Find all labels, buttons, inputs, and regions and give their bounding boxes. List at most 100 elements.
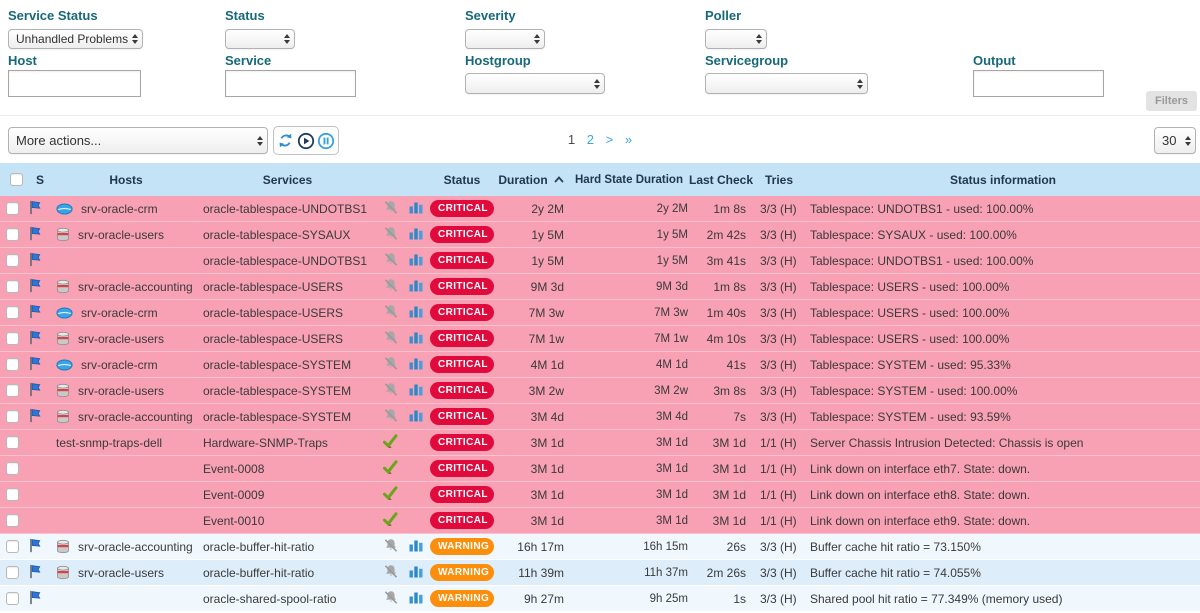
page-size-select[interactable]: 30: [1154, 127, 1196, 154]
service-link[interactable]: oracle-tablespace-USERS: [203, 305, 344, 320]
host-link[interactable]: srv-oracle-crm: [81, 357, 158, 372]
duration-cell: 3M 1d: [530, 435, 564, 450]
host-link[interactable]: srv-oracle-crm: [81, 201, 158, 216]
row-checkbox[interactable]: [6, 514, 19, 527]
bar-chart-icon[interactable]: [409, 539, 424, 555]
service-link[interactable]: Event-0009: [203, 487, 265, 502]
host-link[interactable]: srv-oracle-users: [78, 331, 165, 346]
status-information-cell: Tablespace: UNDOTBS1 - used: 100.00%: [810, 253, 1034, 268]
service-input[interactable]: [225, 70, 356, 97]
service-link[interactable]: oracle-tablespace-UNDOTBS1: [203, 201, 368, 216]
page-next-link[interactable]: >: [605, 132, 614, 147]
row-checkbox[interactable]: [6, 488, 19, 501]
host-link[interactable]: srv-oracle-crm: [81, 305, 158, 320]
service-status-select[interactable]: Unhandled Problems: [8, 29, 143, 49]
host-link[interactable]: srv-oracle-accounting: [78, 409, 193, 424]
bar-chart-icon[interactable]: [409, 565, 424, 581]
bar-chart-icon[interactable]: [409, 591, 424, 607]
row-checkbox[interactable]: [6, 436, 19, 449]
play-icon[interactable]: [297, 132, 315, 150]
bar-chart-icon[interactable]: [409, 279, 424, 295]
service-link[interactable]: oracle-tablespace-SYSTEM: [203, 357, 352, 372]
bar-chart-icon[interactable]: [409, 253, 424, 269]
up-down-arrows-icon: [534, 34, 540, 44]
host-link[interactable]: srv-oracle-users: [78, 227, 165, 242]
header-tries[interactable]: Tries: [764, 172, 794, 187]
service-link[interactable]: oracle-buffer-hit-ratio: [203, 565, 315, 580]
service-link[interactable]: oracle-tablespace-SYSAUX: [203, 227, 351, 242]
output-input[interactable]: [973, 70, 1104, 97]
flag-icon: [28, 330, 41, 348]
row-checkbox[interactable]: [6, 202, 19, 215]
table-row: srv-oracle-accounting oracle-tablespace-…: [0, 274, 1200, 300]
hard-state-duration-cell: 7M 3w: [654, 306, 688, 319]
header-status[interactable]: Status: [443, 172, 481, 187]
last-check-cell: 2m 42s: [706, 227, 746, 242]
pause-icon[interactable]: [317, 132, 335, 150]
header-duration[interactable]: Duration: [494, 173, 568, 187]
header-services[interactable]: Services: [262, 172, 313, 187]
row-checkbox[interactable]: [6, 358, 19, 371]
host-link[interactable]: srv-oracle-users: [78, 383, 165, 398]
select-all-checkbox[interactable]: [9, 173, 23, 186]
servicegroup-select[interactable]: [705, 73, 868, 94]
host-link[interactable]: srv-oracle-accounting: [78, 539, 193, 554]
bell-muted-icon: [383, 278, 399, 296]
row-checkbox[interactable]: [6, 306, 19, 319]
host-link[interactable]: srv-oracle-users: [78, 565, 165, 580]
header-s[interactable]: S: [35, 172, 44, 187]
host-link[interactable]: test-snmp-traps-dell: [56, 435, 163, 450]
service-link[interactable]: oracle-tablespace-USERS: [203, 331, 344, 346]
service-link[interactable]: Hardware-SNMP-Traps: [203, 435, 328, 450]
bell-muted-icon: [383, 304, 399, 322]
service-link[interactable]: oracle-tablespace-USERS: [203, 279, 344, 294]
page-last-link[interactable]: »: [624, 132, 633, 147]
status-select[interactable]: [225, 29, 295, 49]
status-badge: WARNING: [430, 564, 494, 581]
service-link[interactable]: oracle-tablespace-SYSTEM: [203, 409, 352, 424]
duration-cell: 7M 3w: [528, 305, 564, 320]
bar-chart-icon[interactable]: [409, 409, 424, 425]
severity-select[interactable]: [465, 29, 545, 49]
row-checkbox[interactable]: [6, 566, 19, 579]
more-actions-select[interactable]: More actions...: [8, 127, 268, 154]
bar-chart-icon[interactable]: [409, 227, 424, 243]
header-last-check[interactable]: Last Check: [688, 172, 754, 187]
bar-chart-icon[interactable]: [409, 305, 424, 321]
row-checkbox[interactable]: [6, 462, 19, 475]
bar-chart-icon[interactable]: [409, 383, 424, 399]
poller-select[interactable]: [705, 29, 767, 49]
row-checkbox[interactable]: [6, 384, 19, 397]
host-link[interactable]: srv-oracle-accounting: [78, 279, 193, 294]
service-link[interactable]: oracle-buffer-hit-ratio: [203, 539, 315, 554]
host-icon: [56, 279, 70, 294]
host-input[interactable]: [8, 70, 141, 97]
bar-chart-icon[interactable]: [409, 357, 424, 373]
page-2-link[interactable]: 2: [586, 132, 594, 147]
row-checkbox[interactable]: [6, 410, 19, 423]
service-link[interactable]: oracle-tablespace-UNDOTBS1: [203, 253, 368, 268]
flag-icon: [28, 252, 41, 270]
bell-muted-icon: [383, 564, 399, 582]
bar-chart-icon[interactable]: [409, 201, 424, 217]
hostgroup-select[interactable]: [465, 73, 605, 94]
tries-cell: 3/3 (H): [760, 331, 797, 346]
status-badge: CRITICAL: [430, 356, 494, 373]
header-hard-state-duration[interactable]: Hard State Duration: [575, 173, 683, 186]
service-link[interactable]: Event-0010: [203, 513, 265, 528]
row-checkbox[interactable]: [6, 280, 19, 293]
service-link[interactable]: oracle-shared-spool-ratio: [203, 591, 337, 606]
refresh-icon[interactable]: [277, 132, 294, 149]
service-link[interactable]: Event-0008: [203, 461, 265, 476]
row-checkbox[interactable]: [6, 332, 19, 345]
service-link[interactable]: oracle-tablespace-SYSTEM: [203, 383, 352, 398]
bar-chart-icon[interactable]: [409, 331, 424, 347]
row-checkbox[interactable]: [6, 540, 19, 553]
flag-icon: [28, 538, 41, 556]
row-checkbox[interactable]: [6, 592, 19, 605]
header-hosts[interactable]: Hosts: [109, 172, 143, 187]
row-checkbox[interactable]: [6, 254, 19, 267]
filters-tab[interactable]: Filters: [1145, 91, 1197, 111]
row-checkbox[interactable]: [6, 228, 19, 241]
header-status-information[interactable]: Status information: [949, 172, 1056, 187]
